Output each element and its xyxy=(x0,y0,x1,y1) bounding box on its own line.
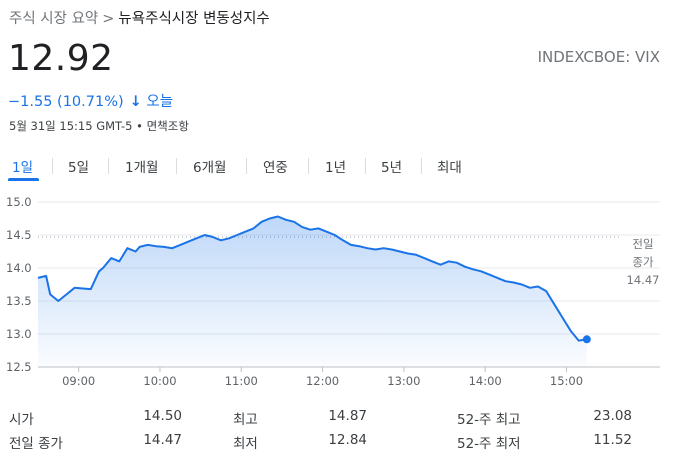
price-change-period: 오늘 xyxy=(146,94,174,110)
tab-1d[interactable]: 1일 xyxy=(12,160,34,176)
tab-1y[interactable]: 1년 xyxy=(325,160,347,176)
breadcrumb-separator: > xyxy=(102,11,115,27)
stat-value-low: 12.84 xyxy=(328,432,367,448)
stat-label-prev-close: 전일 종가 xyxy=(9,436,63,452)
breadcrumb: 주식 시장 요약 > 뉴욕주식시장 변동성지수 xyxy=(9,7,270,28)
stat-label-open: 시가 xyxy=(9,412,34,428)
x-tick-label: 13:00 xyxy=(387,374,420,388)
tab-max[interactable]: 최대 xyxy=(437,160,462,176)
series-area xyxy=(38,216,587,367)
tab-divider xyxy=(308,158,309,174)
breadcrumb-parent-link[interactable]: 주식 시장 요약 xyxy=(9,11,99,27)
stat-label-low: 최저 xyxy=(233,436,258,452)
x-tick-label: 11:00 xyxy=(225,374,258,388)
tab-divider xyxy=(246,158,247,174)
ticker-symbol: INDEXCBOE: VIX xyxy=(537,48,660,66)
tab-5y[interactable]: 5년 xyxy=(381,160,403,176)
stat-label-52w-low: 52-주 최저 xyxy=(457,436,521,452)
x-tick-label: 10:00 xyxy=(143,374,176,388)
x-tick-label: 12:00 xyxy=(306,374,339,388)
x-tick-label: 09:00 xyxy=(62,374,95,388)
stat-value-52w-low: 11.52 xyxy=(593,432,632,448)
stats-row: 전일 종가 14.47 최저 12.84 52-주 최저 11.52 xyxy=(0,432,680,456)
price-change: −1.55 (10.71%) ↓ 오늘 xyxy=(8,90,173,111)
y-tick-label: 13.5 xyxy=(6,294,32,308)
tab-5d[interactable]: 5일 xyxy=(68,160,90,176)
intraday-chart[interactable]: 15.0 14.5 14.0 13.5 13.0 12.5 09:00 10:00 11:00 1… xyxy=(0,190,680,390)
stat-value-open: 14.50 xyxy=(143,408,182,424)
stat-label-52w-high: 52-주 최고 xyxy=(457,412,521,428)
stat-value-prev-close: 14.47 xyxy=(143,432,182,448)
price-change-value: −1.55 (10.71%) xyxy=(8,94,124,110)
current-price: 12.92 xyxy=(8,38,114,79)
tab-divider xyxy=(421,158,422,174)
y-tick-label: 12.5 xyxy=(6,360,32,374)
y-tick-label: 14.5 xyxy=(6,228,32,242)
y-tick-label: 15.0 xyxy=(6,195,32,209)
tab-divider xyxy=(365,158,366,174)
tab-divider xyxy=(52,158,53,174)
tab-6m[interactable]: 6개월 xyxy=(193,160,227,176)
prev-close-label: 14.47 xyxy=(627,273,660,287)
series-line xyxy=(37,215,587,342)
prev-close-label: 전일 xyxy=(632,237,653,251)
tab-divider xyxy=(108,158,109,174)
prev-close-label: 종가 xyxy=(632,255,654,269)
arrow-down-icon: ↓ xyxy=(129,94,142,110)
quote-timestamp: 5월 31일 15:15 GMT-5 • 면책조항 xyxy=(9,119,189,133)
stats-row: 시가 14.50 최고 14.87 52-주 최고 23.08 xyxy=(0,408,680,432)
stat-label-high: 최고 xyxy=(233,412,258,428)
last-point-marker xyxy=(582,335,591,344)
stat-value-high: 14.87 xyxy=(328,408,367,424)
breadcrumb-current: 뉴욕주식시장 변동성지수 xyxy=(118,11,270,27)
active-tab-indicator xyxy=(8,178,39,181)
x-tick-label: 15:00 xyxy=(550,374,583,388)
y-tick-label: 14.0 xyxy=(6,261,32,275)
x-tick-label: 14:00 xyxy=(469,374,502,388)
y-tick-label: 13.0 xyxy=(6,327,32,341)
tab-divider xyxy=(176,158,177,174)
tab-1m[interactable]: 1개월 xyxy=(125,160,159,176)
tab-ytd[interactable]: 연중 xyxy=(263,160,288,176)
stat-value-52w-high: 23.08 xyxy=(593,408,632,424)
range-tabs: 1일 5일 1개월 6개월 연중 1년 5년 최대 xyxy=(0,150,480,182)
